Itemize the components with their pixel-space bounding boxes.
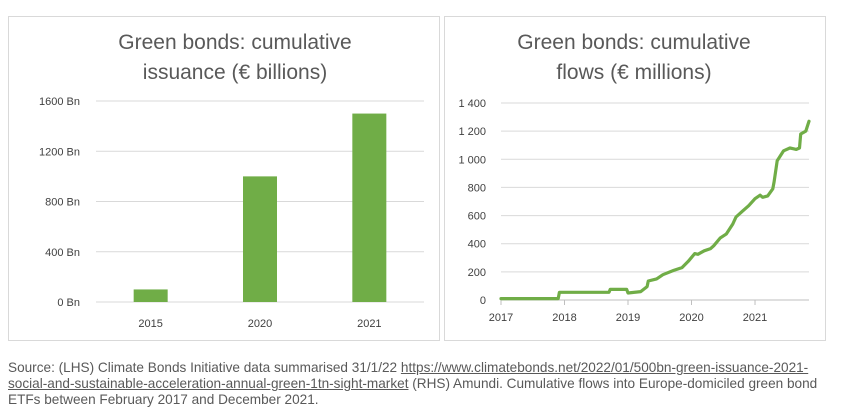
chart-title-line: issuance (€ billions) (143, 61, 327, 84)
flows-chart-panel: Green bonds: cumulative flows (€ millions… (444, 16, 826, 341)
source-prefix: Source: (LHS) Climate Bonds Initiative d… (8, 360, 401, 375)
x-tick-label: 2021 (743, 312, 767, 324)
issuance-chart-panel: Green bonds: cumulative issuance (€ billi… (8, 16, 440, 341)
y-tick-label: 1 000 (458, 154, 486, 166)
y-tick-label: 0 (480, 295, 486, 307)
source-note: Source: (LHS) Climate Bonds Initiative d… (8, 360, 838, 408)
bar-2015 (133, 289, 168, 302)
source-link[interactable]: https://www.climatebonds.net/2022/01/500… (8, 360, 809, 391)
x-tick-label: 2017 (489, 312, 513, 324)
x-tick-label: 2020 (248, 318, 272, 330)
flows-series-line (499, 119, 811, 301)
issuance-bar-chart: Green bonds: cumulative issuance (€ billi… (39, 31, 424, 330)
y-tick-label: 1 400 (458, 98, 486, 110)
y-tick-label: 200 (468, 267, 486, 279)
x-tick-label: 2015 (138, 318, 162, 330)
y-tick-label: 800 (468, 182, 486, 194)
y-tick-label: 0 Bn (57, 297, 80, 309)
y-tick-label: 600 (468, 211, 486, 223)
chart-title-line: Green bonds: cumulative (517, 31, 750, 54)
y-tick-label: 800 Bn (45, 197, 80, 209)
y-tick-label: 1 200 (458, 126, 486, 138)
x-tick-label: 2018 (552, 312, 576, 324)
y-tick-label: 1600 Bn (39, 96, 80, 108)
source-suffix: (RHS) Amundi. Cumulative flows into Euro… (8, 376, 818, 407)
chart-title-line: flows (€ millions) (556, 61, 711, 84)
x-tick-label: 2021 (357, 318, 381, 330)
chart-title-line: Green bonds: cumulative (118, 31, 351, 54)
bar-2021 (352, 113, 387, 302)
bar-2020 (243, 176, 277, 302)
flows-line-chart: Green bonds: cumulative flows (€ millions… (458, 31, 811, 324)
y-tick-label: 400 Bn (45, 247, 80, 259)
y-tick-label: 1200 Bn (39, 146, 80, 158)
x-tick-label: 2020 (679, 312, 703, 324)
y-tick-label: 400 (468, 239, 486, 251)
x-tick-label: 2019 (616, 312, 640, 324)
